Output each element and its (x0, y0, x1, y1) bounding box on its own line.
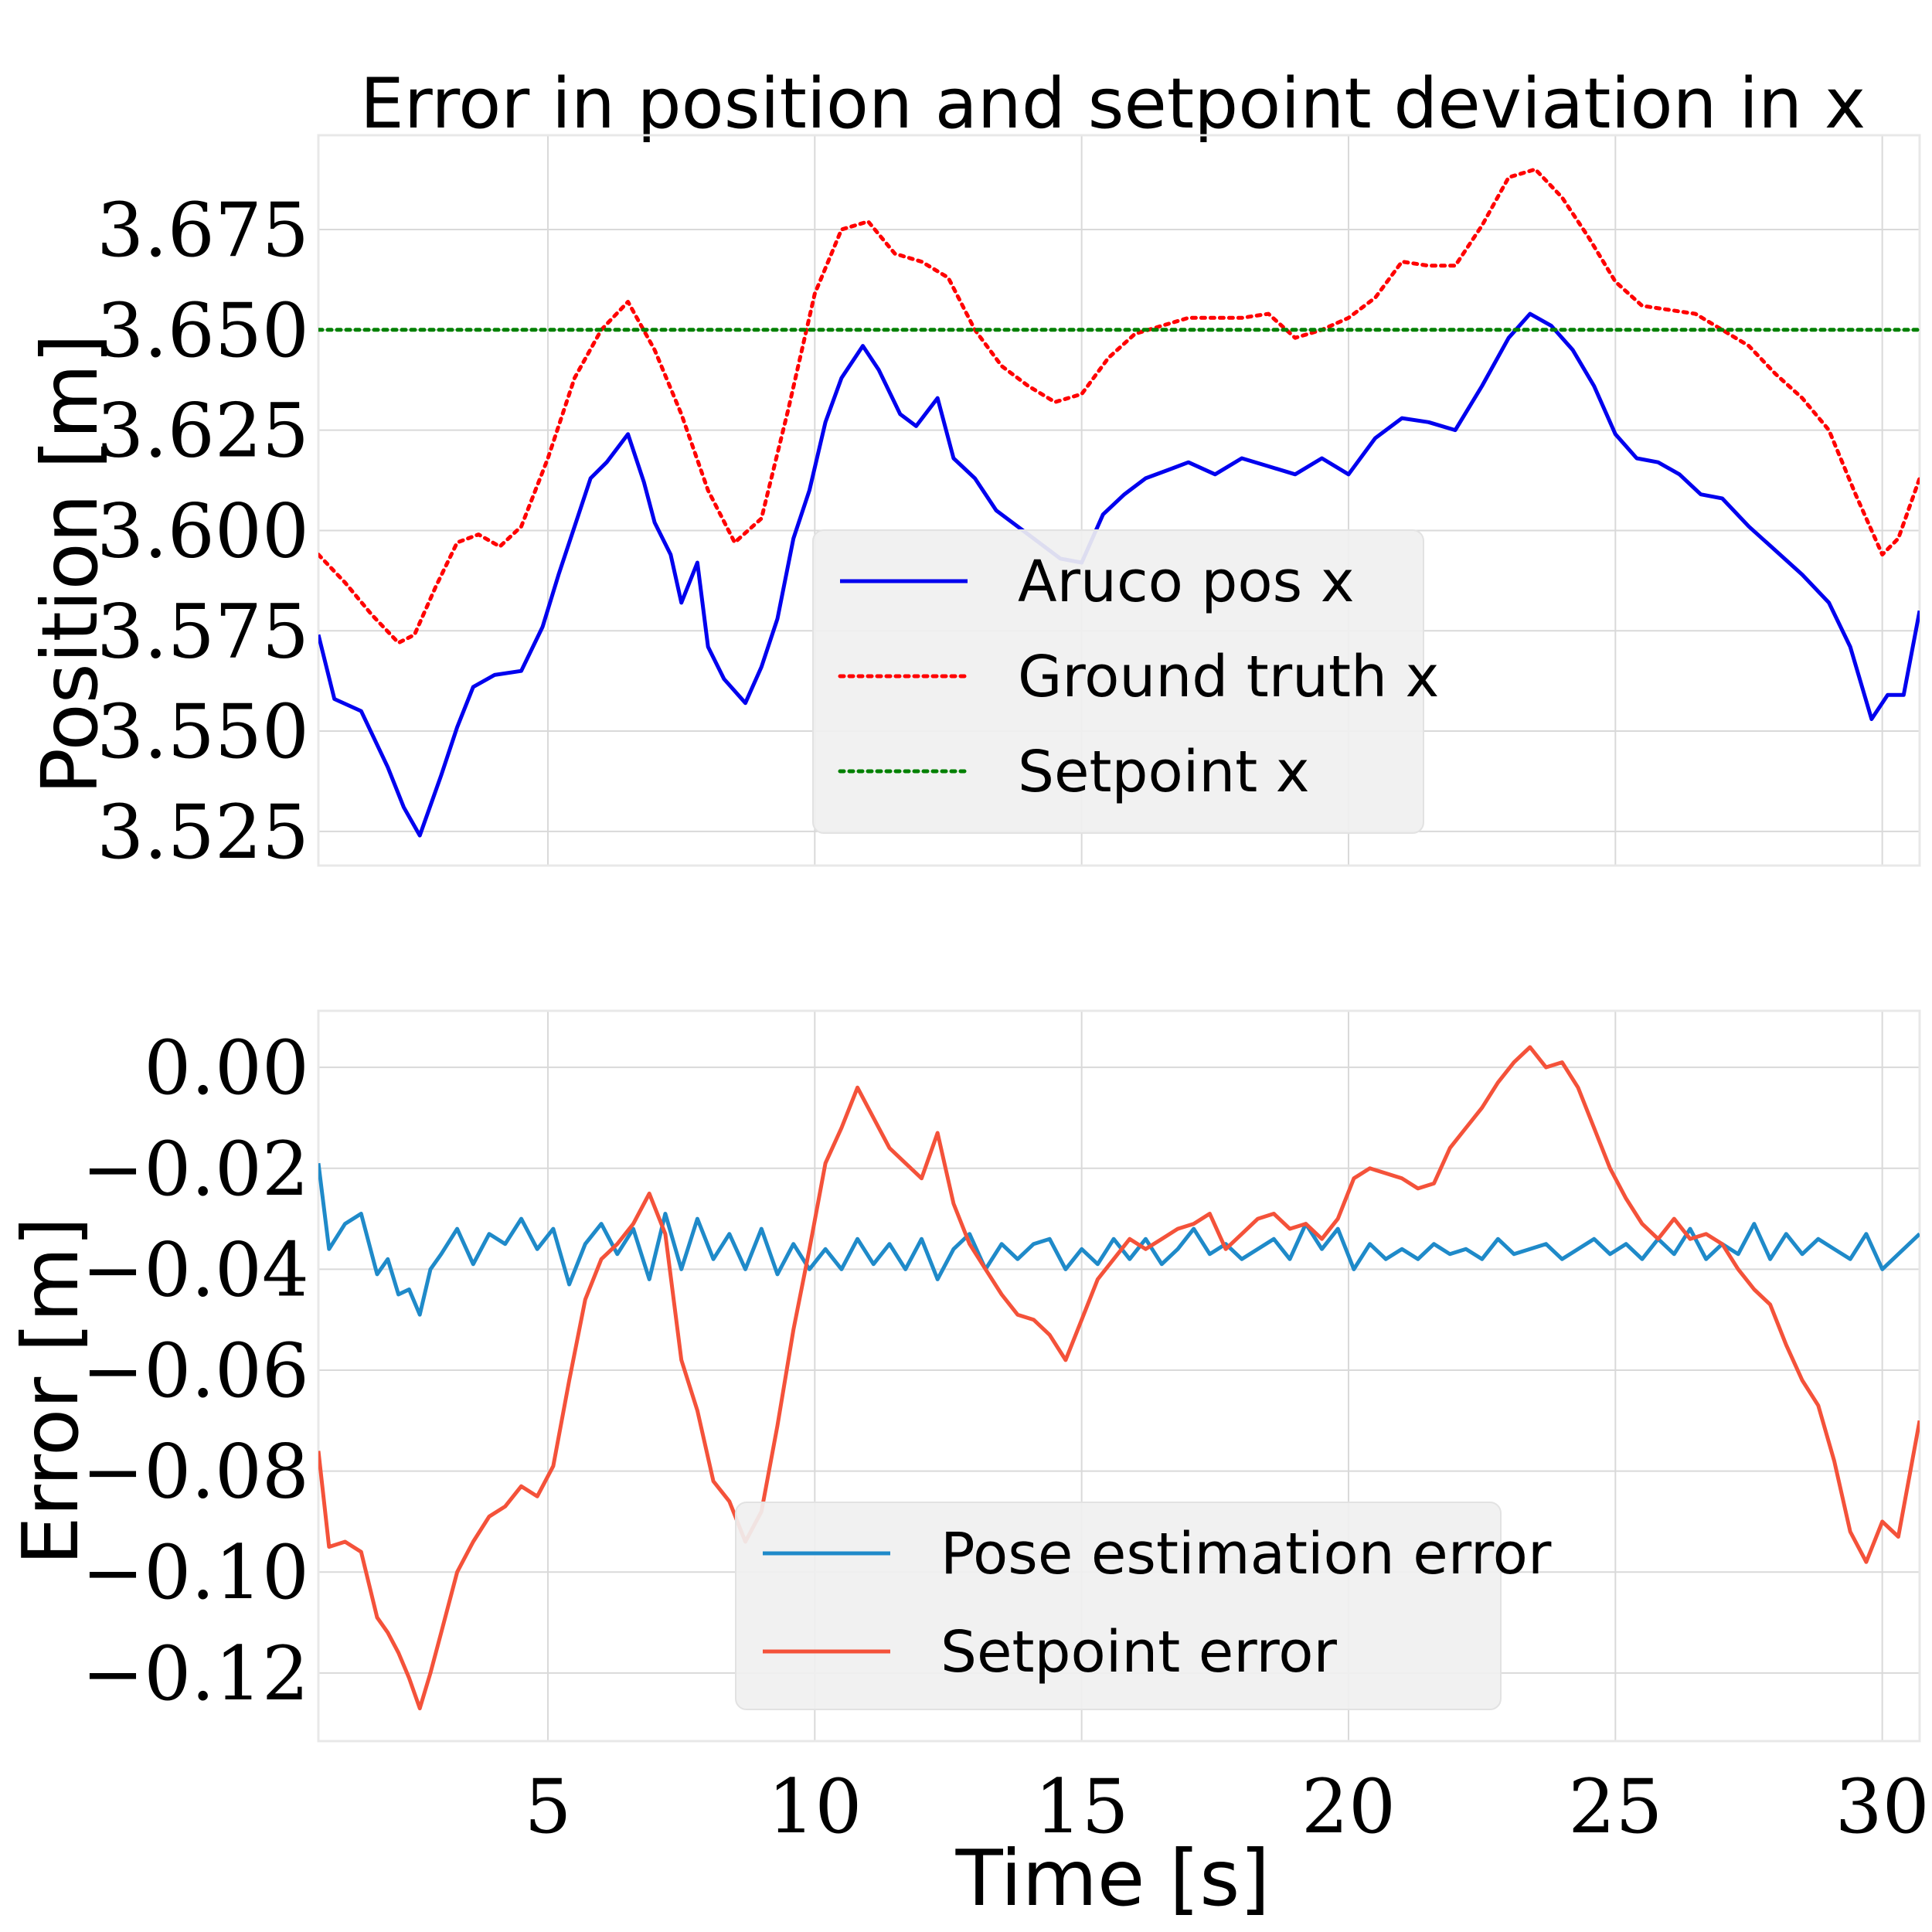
legend-label: Pose estimation error (940, 1521, 1552, 1587)
x-tick-label: 25 (1568, 1764, 1662, 1850)
series-line-1 (318, 167, 1920, 645)
series-line-1 (318, 1045, 1920, 1711)
legend: Aruco pos x Ground truth x Setpoint x (812, 529, 1439, 834)
chart-title: Error in position and setpoint deviation… (360, 63, 1866, 145)
plot-frame (317, 134, 1921, 867)
x-axis-label: Time [s] (955, 1833, 1270, 1923)
bottom-y-axis-label: Error [m] (5, 1217, 96, 1566)
series-line-0 (318, 1162, 1920, 1317)
y-tick-label: −0.10 (82, 1529, 309, 1616)
x-tick-label: 30 (1835, 1764, 1930, 1850)
legend-label: Setpoint x (1018, 739, 1310, 805)
y-tick-label: 3.600 (97, 488, 309, 574)
y-tick-label: −0.12 (82, 1631, 309, 1717)
x-tick-label: 10 (767, 1764, 862, 1850)
top-y-axis-label: Position [m] (25, 334, 115, 795)
y-tick-label: 3.550 (97, 689, 309, 775)
legend: Pose estimation error Setpoint error (735, 1502, 1552, 1710)
top-plot: 3.525 3.550 3.575 3.600 3.625 3.650 3.675 Aruco… (97, 134, 1921, 876)
y-tick-label: 0.00 (144, 1025, 309, 1111)
y-tick-label: 3.525 (97, 789, 309, 876)
x-tick-label: 15 (1035, 1764, 1129, 1850)
y-tick-label: −0.04 (82, 1226, 309, 1313)
series-line-0 (318, 311, 1920, 838)
legend-label: Setpoint error (940, 1619, 1337, 1685)
x-tick-label: 20 (1301, 1764, 1396, 1850)
y-tick-label: 3.625 (97, 388, 309, 474)
legend-box (812, 529, 1424, 834)
y-tick-label: 3.575 (97, 588, 309, 675)
y-tick-label: −0.02 (82, 1126, 309, 1213)
bottom-plot: −0.12 −0.10 −0.08 −0.06 −0.04 −0.02 0.00 5 10 15 2… (82, 1009, 1930, 1850)
y-tick-label: −0.08 (82, 1429, 309, 1515)
plot-frame (317, 1009, 1921, 1743)
x-tick-label: 5 (524, 1764, 571, 1850)
y-tick-label: 3.675 (97, 187, 309, 274)
y-tick-label: 3.650 (97, 287, 309, 374)
legend-label: Ground truth x (1018, 644, 1439, 710)
legend-box (735, 1502, 1502, 1710)
y-tick-label: −0.06 (82, 1328, 309, 1414)
legend-label: Aruco pos x (1018, 549, 1355, 615)
